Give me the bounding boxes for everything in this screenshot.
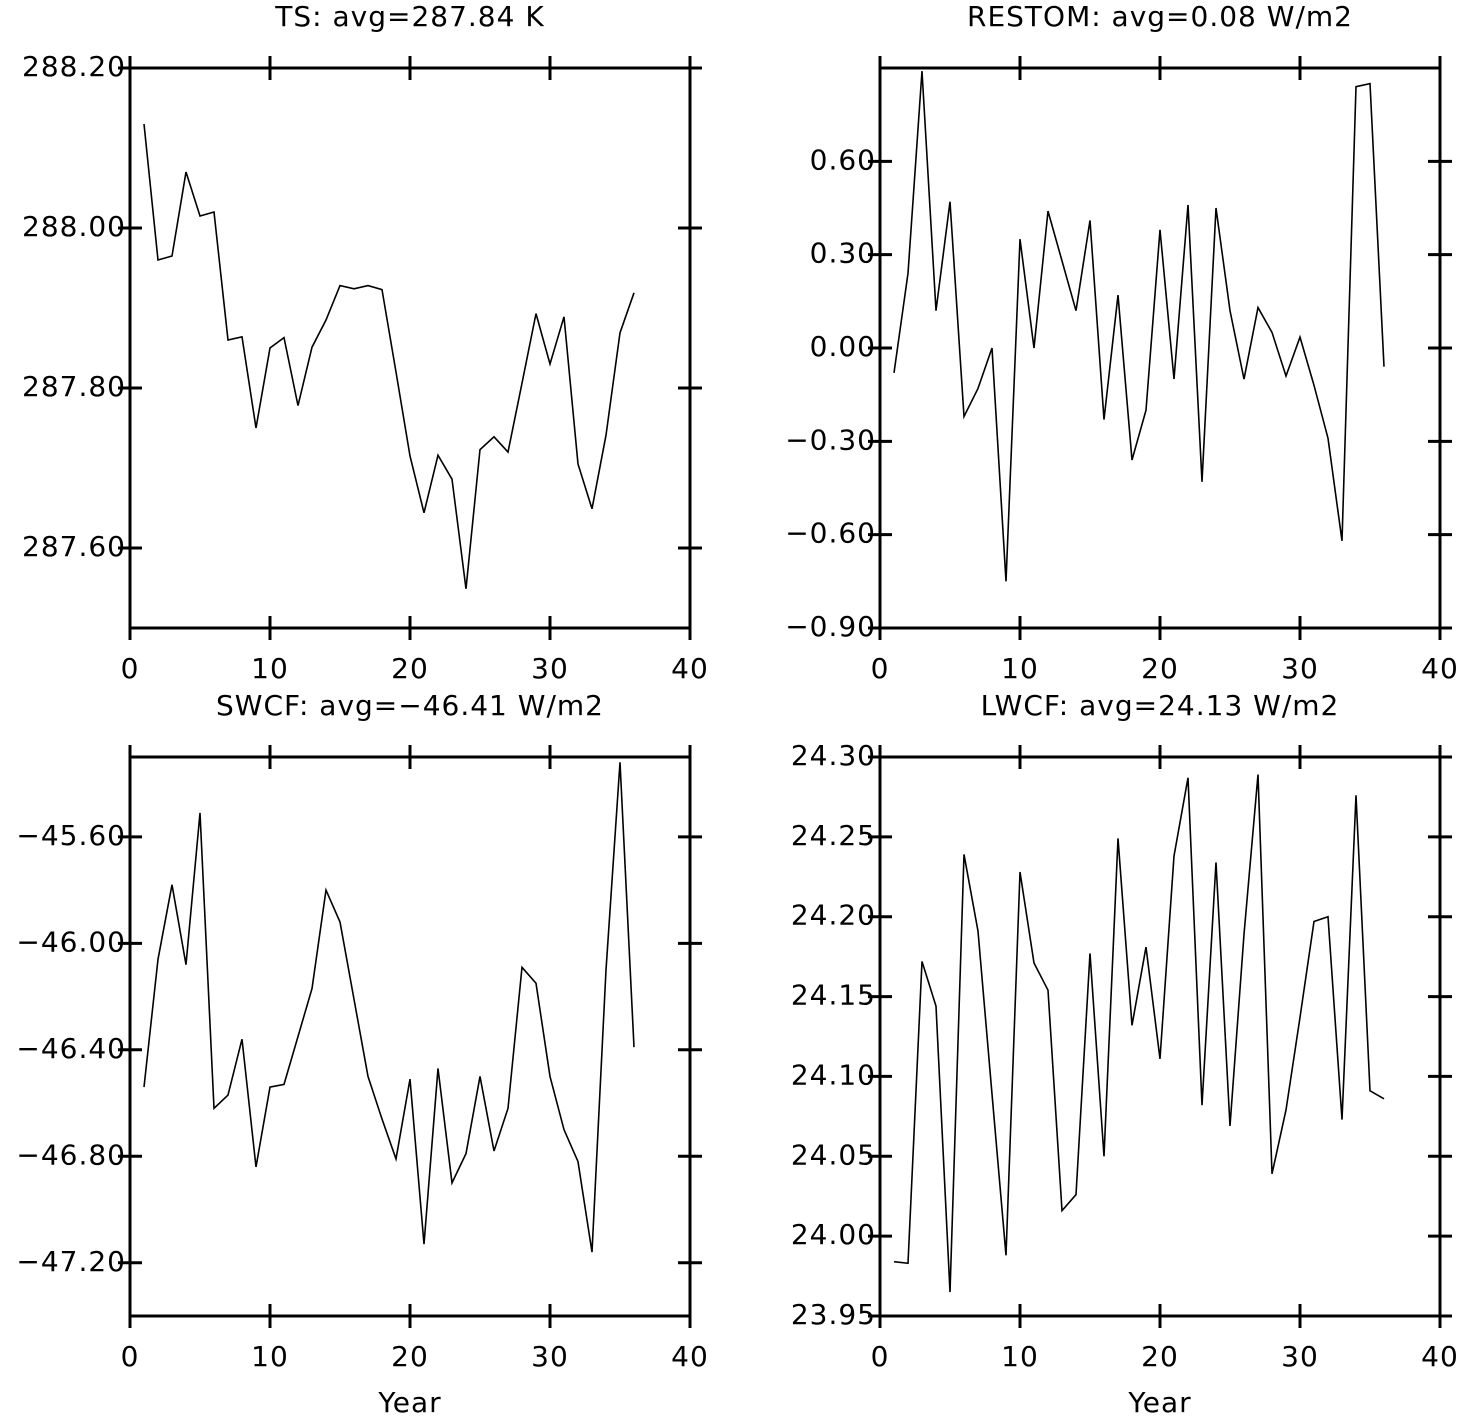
x-tick-label: 10 xyxy=(251,1340,289,1373)
x-tick-label: 10 xyxy=(1001,652,1039,685)
x-tick-label: 30 xyxy=(531,652,569,685)
x-tick-label: 40 xyxy=(1421,1340,1457,1373)
y-tick-label: 288.20 xyxy=(22,50,126,83)
x-tick-label: 0 xyxy=(871,652,890,685)
y-tick-label: −0.30 xyxy=(785,423,876,456)
chart-title: SWCF: avg=−46.41 W/m2 xyxy=(216,689,604,722)
y-tick-label: −47.20 xyxy=(16,1245,126,1278)
y-tick-label: 24.30 xyxy=(791,739,876,772)
plot-frame xyxy=(128,755,692,1318)
y-tick-label: 0.60 xyxy=(810,143,876,176)
y-tick-label: 24.25 xyxy=(791,819,876,852)
y-tick-label: 287.60 xyxy=(22,530,126,563)
x-tick-label: 30 xyxy=(1281,652,1319,685)
x-tick-label: 20 xyxy=(391,1340,429,1373)
x-tick-label: 20 xyxy=(1141,652,1179,685)
x-tick-label: 10 xyxy=(1001,1340,1039,1373)
x-tick-label: 30 xyxy=(1281,1340,1319,1373)
x-tick-label: 40 xyxy=(671,1340,709,1373)
plot-frame xyxy=(128,66,692,630)
x-tick-label: 0 xyxy=(871,1340,890,1373)
x-tick-label: 20 xyxy=(1141,1340,1179,1373)
y-tick-label: −46.80 xyxy=(16,1138,126,1171)
data-line xyxy=(143,123,635,589)
y-tick-label: 24.10 xyxy=(791,1058,876,1091)
chart-title: TS: avg=287.84 K xyxy=(274,0,544,33)
y-tick-label: −45.60 xyxy=(16,819,126,852)
x-tick-label: 10 xyxy=(251,652,289,685)
data-line xyxy=(893,774,1385,1293)
y-tick-label: 24.15 xyxy=(791,979,876,1012)
x-axis-label: Year xyxy=(377,1386,441,1416)
plot-frame xyxy=(878,66,1442,630)
x-tick-label: 0 xyxy=(121,652,140,685)
x-tick-label: 40 xyxy=(671,652,709,685)
y-tick-label: −0.60 xyxy=(785,517,876,550)
y-tick-label: 288.00 xyxy=(22,210,126,243)
data-line xyxy=(143,762,635,1253)
x-tick-label: 30 xyxy=(531,1340,569,1373)
y-tick-label: 24.00 xyxy=(791,1218,876,1251)
y-tick-label: −46.00 xyxy=(16,925,126,958)
x-tick-label: 40 xyxy=(1421,652,1457,685)
y-tick-label: 287.80 xyxy=(22,370,126,403)
x-tick-label: 0 xyxy=(121,1340,140,1373)
plot-frame xyxy=(878,755,1442,1318)
y-tick-label: 24.05 xyxy=(791,1138,876,1171)
chart-title: LWCF: avg=24.13 W/m2 xyxy=(981,689,1340,722)
chart-title: RESTOM: avg=0.08 W/m2 xyxy=(967,0,1353,33)
data-line xyxy=(893,71,1385,582)
y-tick-label: −0.90 xyxy=(785,610,876,643)
y-tick-label: 0.30 xyxy=(810,237,876,270)
x-axis-label: Year xyxy=(1127,1386,1191,1416)
x-tick-label: 20 xyxy=(391,652,429,685)
y-tick-label: 0.00 xyxy=(810,330,876,363)
y-tick-label: −46.40 xyxy=(16,1032,126,1065)
y-tick-label: 23.95 xyxy=(791,1298,876,1331)
y-tick-label: 24.20 xyxy=(791,899,876,932)
